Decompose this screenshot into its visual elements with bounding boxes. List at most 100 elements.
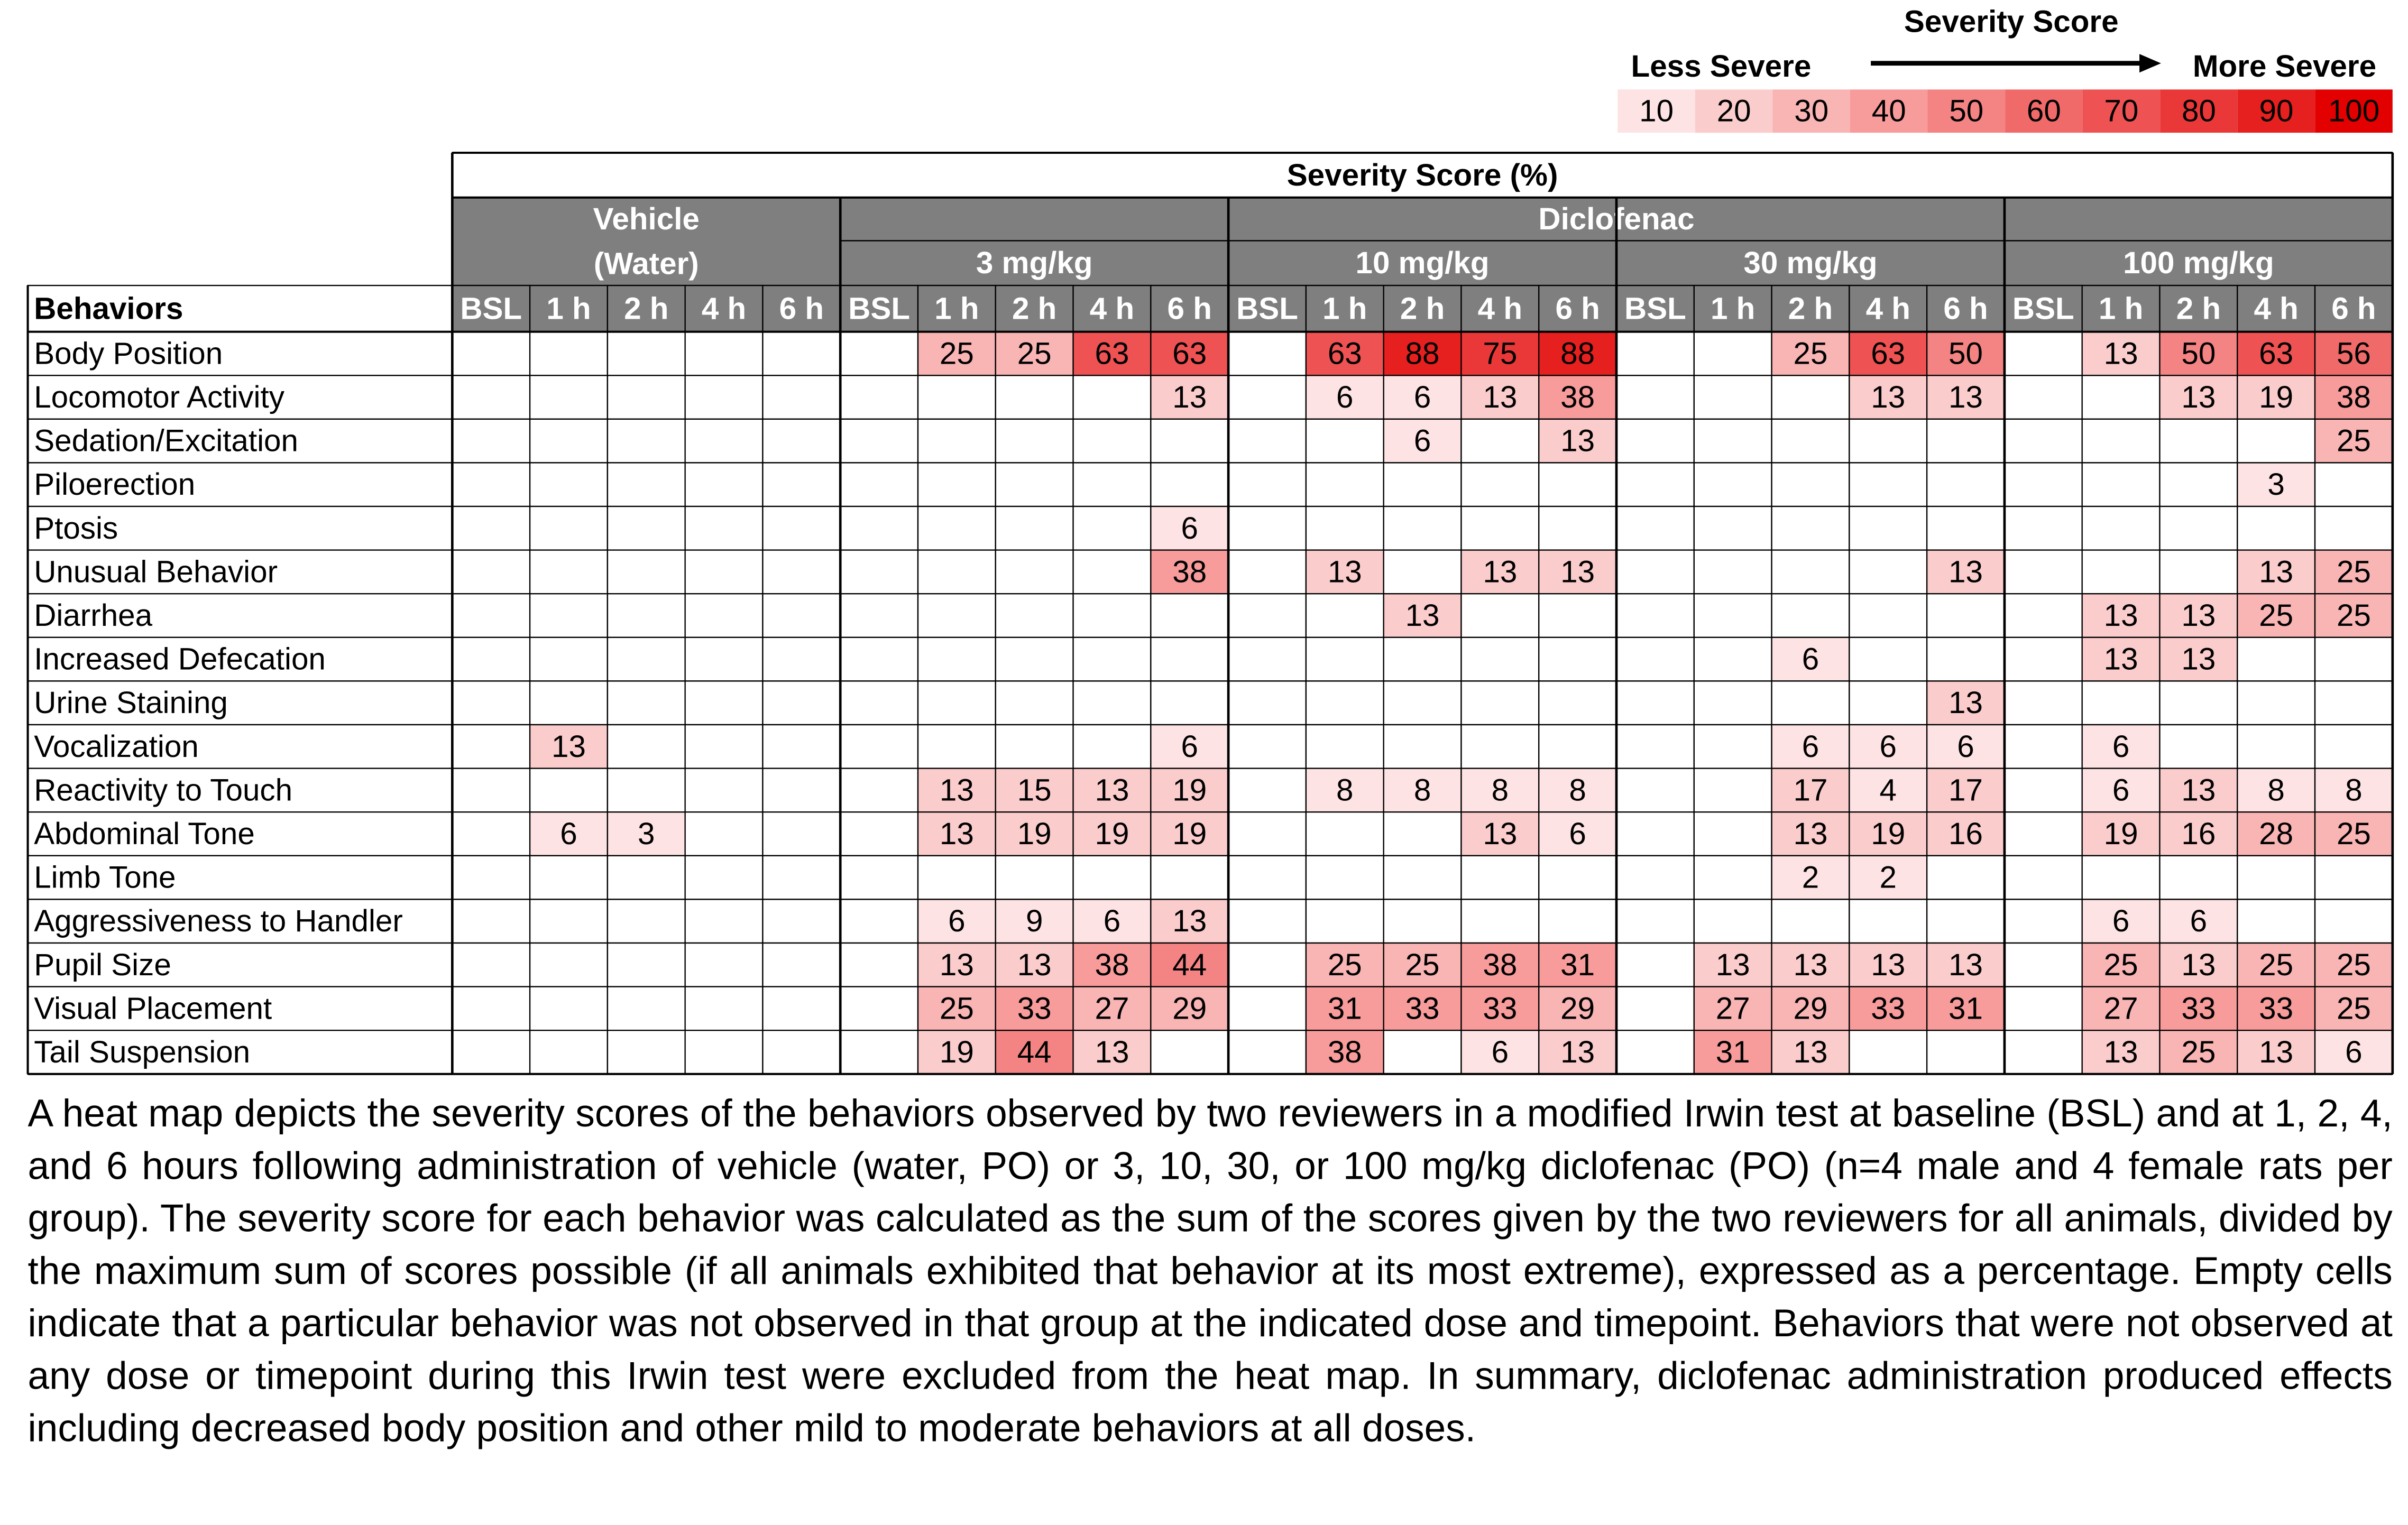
cell-value: 6 — [1414, 380, 1431, 414]
cell-value: 15 — [1017, 773, 1052, 807]
row-label: Body Position — [34, 336, 223, 371]
empty-cell — [1771, 899, 1850, 944]
heat-cell — [2237, 331, 2316, 376]
empty-cell — [1305, 593, 1384, 638]
empty-cell — [917, 549, 996, 595]
time-label: 2 h — [624, 291, 668, 326]
empty-cell — [762, 331, 841, 376]
empty-cell — [1072, 549, 1152, 595]
cell-value: 31 — [1949, 991, 1983, 1025]
heat-cell — [1693, 942, 1772, 987]
cell-value: 16 — [1949, 817, 1983, 851]
empty-cell — [1615, 375, 1695, 420]
cell-value: 27 — [2104, 991, 2138, 1025]
cell-value: 19 — [1017, 817, 1052, 851]
time-cell — [2081, 284, 2161, 332]
heat-cell — [2081, 1030, 2161, 1075]
empty-cell — [1305, 636, 1384, 682]
heat-cell — [1538, 768, 1617, 813]
heat-cell — [1538, 811, 1617, 856]
cell-value: 13 — [940, 817, 974, 851]
empty-cell — [606, 331, 686, 376]
empty-cell — [529, 899, 609, 944]
cell-value: 2 — [1880, 861, 1897, 895]
empty-cell — [1615, 724, 1695, 769]
heat-cell — [2237, 942, 2316, 987]
empty-cell — [917, 724, 996, 769]
cell-value: 25 — [2337, 554, 2371, 589]
empty-cell — [684, 505, 764, 551]
heat-cell — [1849, 375, 1928, 420]
cell-value: 19 — [940, 1035, 974, 1069]
time-label: 6 h — [1555, 291, 1600, 326]
empty-cell — [606, 418, 686, 464]
empty-cell — [995, 593, 1074, 638]
legend-swatch — [2237, 89, 2315, 133]
empty-cell — [840, 418, 919, 464]
heat-cell — [2159, 942, 2238, 987]
empty-cell — [606, 724, 686, 769]
empty-cell — [2159, 680, 2238, 726]
cell-value: 13 — [1483, 817, 1517, 851]
cell-value: 31 — [1560, 948, 1595, 982]
empty-cell — [840, 768, 919, 813]
empty-cell — [1615, 636, 1695, 682]
heat-cell — [2159, 899, 2238, 944]
cell-value: 6 — [1492, 1035, 1509, 1069]
empty-cell — [684, 811, 764, 856]
empty-cell — [2314, 899, 2393, 944]
empty-cell — [917, 636, 996, 682]
empty-cell — [840, 724, 919, 769]
empty-cell — [452, 331, 531, 376]
empty-cell — [1538, 593, 1617, 638]
heat-cell — [2314, 375, 2393, 420]
cell-value: 13 — [1793, 817, 1827, 851]
heat-cell — [2159, 593, 2238, 638]
cell-value: 25 — [1793, 336, 1827, 371]
time-label: 1 h — [2099, 291, 2143, 326]
row-label: Ptosis — [34, 511, 118, 546]
empty-cell — [1538, 505, 1617, 551]
heat-cell — [2159, 1030, 2238, 1075]
dose-label: 10 mg/kg — [1356, 246, 1490, 280]
cell-value: 25 — [2104, 948, 2138, 982]
empty-cell — [2237, 855, 2316, 900]
row-label: Visual Placement — [34, 991, 272, 1025]
cell-value: 13 — [1949, 380, 1983, 414]
empty-cell — [2237, 680, 2316, 726]
time-cell — [606, 284, 686, 332]
time-label: BSL — [1236, 291, 1298, 326]
heat-cell — [2159, 986, 2238, 1031]
empty-cell — [1227, 418, 1307, 464]
heat-cell — [1771, 986, 1850, 1031]
heat-cell — [1305, 549, 1384, 595]
table-title: Severity Score (%) — [1287, 158, 1558, 192]
empty-cell — [1383, 680, 1462, 726]
empty-cell — [1615, 899, 1695, 944]
cell-value: 3 — [2267, 467, 2284, 502]
empty-cell — [1227, 855, 1307, 900]
empty-cell — [1926, 899, 2006, 944]
row-label: Tail Suspension — [34, 1035, 250, 1069]
row-header: Behaviors — [34, 291, 183, 326]
cell-value: 6 — [2112, 904, 2129, 938]
cell-value: 6 — [1181, 511, 1198, 546]
empty-cell — [1849, 1030, 1928, 1075]
row-label: Vocalization — [34, 729, 199, 764]
heat-cell — [2237, 462, 2316, 507]
empty-cell — [995, 549, 1074, 595]
cell-value: 25 — [2337, 948, 2371, 982]
cell-value: 16 — [2181, 817, 2216, 851]
cell-value: 25 — [2259, 948, 2293, 982]
empty-cell — [1227, 724, 1307, 769]
cell-value: 19 — [2104, 817, 2138, 851]
time-label: 2 h — [2176, 291, 2221, 326]
empty-cell — [452, 724, 531, 769]
empty-cell — [1383, 855, 1462, 900]
empty-cell — [2159, 462, 2238, 507]
dose-label: 3 mg/kg — [976, 246, 1093, 280]
row-label-cell — [27, 636, 453, 682]
empty-cell — [1771, 549, 1850, 595]
empty-cell — [2159, 505, 2238, 551]
empty-cell — [2003, 375, 2083, 420]
